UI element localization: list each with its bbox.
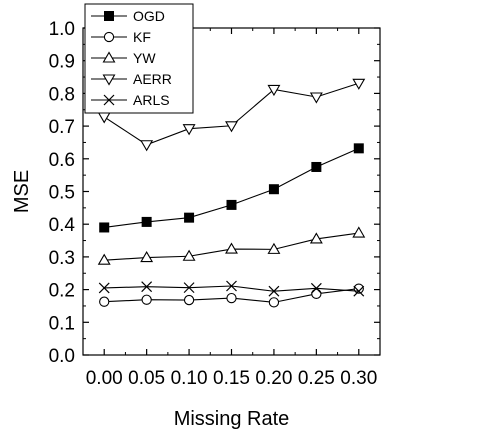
legend-entry-arls: ARLS: [91, 92, 170, 108]
cross-stroke: [98, 282, 110, 294]
legend-marker: [102, 74, 116, 86]
data-point-kf: [311, 288, 322, 300]
legend-entry-aerr: AERR: [91, 71, 172, 87]
series-line-ogd: [104, 147, 360, 229]
cross-stroke: [310, 282, 322, 294]
legend-marker: [102, 51, 116, 63]
x-tick-label: 0.25: [298, 368, 335, 389]
series-aerr: [97, 78, 366, 152]
x-tick-label: 0.30: [340, 368, 377, 389]
y-axis-title: MSE: [11, 170, 33, 213]
y-tick-label: 0.5: [49, 183, 75, 204]
y-tick-label: 0.7: [49, 117, 75, 138]
y-tick-label: 0.6: [49, 150, 75, 171]
data-point-aerr: [97, 112, 111, 124]
series-yw: [97, 226, 366, 265]
data-point-yw: [309, 232, 323, 244]
data-point-arls: [226, 280, 237, 292]
data-point-ogd: [311, 161, 322, 172]
y-tick-label: 0.4: [49, 215, 76, 236]
y-tick-label: 0.2: [49, 281, 75, 302]
legend: OGD KF YW AERR ARLS: [84, 3, 194, 114]
data-point-kf: [141, 294, 152, 305]
data-point-ogd: [99, 222, 110, 233]
y-tick-label: 0.0: [49, 346, 75, 367]
data-point-aerr: [225, 121, 238, 133]
data-point-yw: [140, 250, 154, 263]
cross-stroke: [183, 282, 195, 294]
y-tick-label: 0.9: [49, 52, 75, 73]
data-point-arls: [98, 282, 110, 294]
x-tick-label: 0.15: [213, 368, 250, 389]
data-point-arls: [141, 281, 153, 293]
data-point-arls: [353, 285, 365, 297]
cross-stroke: [268, 285, 280, 297]
x-tick-label: 0.00: [86, 368, 123, 389]
data-point-ogd: [353, 143, 364, 154]
series-arls: [98, 280, 365, 297]
data-point-ogd: [268, 184, 279, 195]
data-point-yw: [97, 253, 111, 265]
series-ogd: [99, 143, 364, 233]
x-axis-title: Missing Rate: [174, 408, 290, 430]
data-point-kf: [226, 292, 237, 304]
legend-entry-yw: YW: [91, 50, 156, 66]
data-point-aerr: [140, 140, 154, 152]
data-point-ogd: [141, 216, 152, 227]
legend-label: OGD: [133, 8, 165, 24]
data-point-arls: [183, 282, 195, 294]
x-tick-label: 0.20: [255, 368, 292, 389]
data-point-kf: [99, 296, 110, 307]
legend-entry-ogd: OGD: [91, 8, 165, 24]
cross-stroke: [141, 281, 153, 293]
data-point-yw: [352, 226, 366, 238]
y-tick-label: 1.0: [49, 19, 75, 40]
y-tick-label: 0.3: [49, 248, 75, 269]
cross-stroke: [353, 285, 365, 297]
legend-label: YW: [133, 50, 156, 66]
x-tick-label: 0.05: [128, 368, 165, 389]
legend-label: ARLS: [133, 92, 170, 108]
data-point-kf: [268, 297, 280, 308]
legend-marker: [103, 31, 115, 43]
legend-label: KF: [133, 29, 151, 45]
data-point-aerr: [352, 78, 366, 90]
data-point-kf: [183, 294, 195, 306]
data-point-ogd: [184, 212, 195, 223]
series-layer: [97, 78, 366, 308]
legend-entry-kf: KF: [91, 29, 151, 45]
legend-label: AERR: [133, 71, 172, 87]
data-point-aerr: [309, 92, 323, 104]
ticks: 0.0 0.1 0.2 0.3 0.4 0.5 0.6 0.7 0.8 0.9 1.0 0.00 0.0…: [49, 19, 380, 389]
series-kf: [99, 283, 364, 308]
cross-stroke: [103, 94, 115, 106]
data-point-arls: [268, 285, 280, 297]
y-tick-label: 0.1: [49, 313, 75, 334]
x-tick-label: 0.10: [171, 368, 208, 389]
data-point-ogd: [226, 199, 237, 210]
data-point-aerr: [182, 124, 196, 136]
data-point-yw: [182, 249, 196, 261]
legend-marker: [103, 94, 115, 106]
data-point-aerr: [267, 84, 281, 97]
data-point-yw: [267, 242, 281, 254]
data-point-arls: [310, 282, 322, 294]
y-tick-label: 0.8: [49, 84, 75, 105]
legend-marker: [104, 11, 114, 21]
cross-stroke: [226, 280, 237, 292]
data-point-yw: [225, 242, 238, 254]
